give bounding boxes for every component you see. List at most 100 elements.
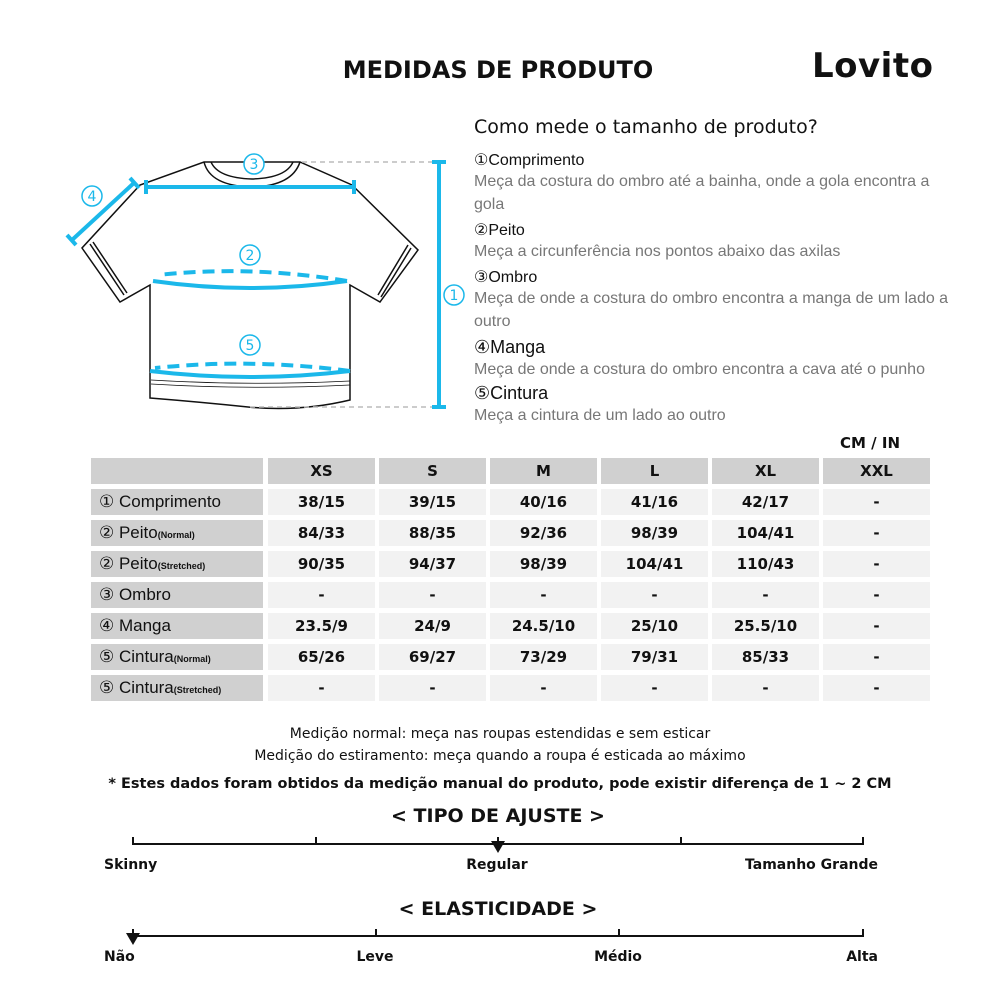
scale-label: Tamanho Grande <box>745 857 878 873</box>
table-cell: - <box>823 644 930 670</box>
scale-label: Skinny <box>104 857 158 873</box>
table-cell: 25/10 <box>601 613 708 639</box>
table-cell: 88/35 <box>379 520 486 546</box>
row-label-qualifier: (Stretched) <box>157 561 206 571</box>
guide-label: ④Manga <box>474 337 546 357</box>
row-label-text: ② Peito <box>99 554 158 573</box>
table-cell: - <box>823 489 930 515</box>
row-label: ③ Ombro <box>91 582 263 608</box>
table-cell: 94/37 <box>379 551 486 577</box>
table-cell: - <box>601 675 708 701</box>
guide-item: ⑤Cintura Meça a cintura de um lado ao out… <box>474 383 974 427</box>
scale-tick <box>862 837 864 845</box>
note-stretched: Medição do estiramento: meça quando a ro… <box>254 748 746 764</box>
table-cell: - <box>379 582 486 608</box>
table-cell: - <box>823 675 930 701</box>
scale-tick <box>375 929 377 937</box>
table-cell: - <box>712 582 819 608</box>
selected-marker-icon <box>126 933 140 945</box>
scale-label: Não <box>104 949 135 965</box>
size-header: M <box>490 458 597 484</box>
table-cell: 90/35 <box>268 551 375 577</box>
table-cell: 41/16 <box>601 489 708 515</box>
table-cell: - <box>268 582 375 608</box>
guide-item: ③Ombro Meça de onde a costura do ombro en… <box>474 267 974 333</box>
table-cell: - <box>268 675 375 701</box>
note-disclaimer: * Estes dados foram obtidos da medição m… <box>108 776 892 792</box>
table-cell: 40/16 <box>490 489 597 515</box>
table-cell: 79/31 <box>601 644 708 670</box>
row-label: ① Comprimento <box>91 489 263 515</box>
size-header: XXL <box>823 458 930 484</box>
size-header: L <box>601 458 708 484</box>
table-cell: 39/15 <box>379 489 486 515</box>
table-cell: 98/39 <box>490 551 597 577</box>
scale-label: Leve <box>356 949 394 965</box>
table-cell: 24/9 <box>379 613 486 639</box>
svg-text:1: 1 <box>450 288 459 304</box>
svg-text:3: 3 <box>250 157 259 173</box>
size-header: XL <box>712 458 819 484</box>
table-cell: - <box>601 582 708 608</box>
unit-label: CM / IN <box>840 434 900 452</box>
table-cell: 84/33 <box>268 520 375 546</box>
table-cell: 98/39 <box>601 520 708 546</box>
row-label: ④ Manga <box>91 613 263 639</box>
guide-label: ①Comprimento <box>474 152 585 169</box>
guide-label: ③Ombro <box>474 269 538 286</box>
guide-desc: Meça da costura do ombro até a bainha, o… <box>474 173 930 213</box>
scale-line <box>132 935 863 937</box>
row-label: ⑤ Cintura(Stretched) <box>91 675 263 701</box>
scale-tick <box>680 837 682 845</box>
page-title: MEDIDAS DE PRODUTO <box>342 56 654 84</box>
note-normal: Medição normal: meça nas roupas estendid… <box>289 726 711 742</box>
guide-desc: Meça de onde a costura do ombro encontra… <box>474 361 925 378</box>
row-label-qualifier: (Stretched) <box>173 685 222 695</box>
row-label: ② Peito(Stretched) <box>91 551 263 577</box>
table-cell: 104/41 <box>601 551 708 577</box>
row-label-qualifier: (Normal) <box>173 654 211 664</box>
row-label-text: ⑤ Cintura <box>99 647 174 666</box>
scale-label: Regular <box>466 857 528 873</box>
table-cell: 42/17 <box>712 489 819 515</box>
table-cell: - <box>823 551 930 577</box>
row-label-text: ② Peito <box>99 523 158 542</box>
table-cell: 110/43 <box>712 551 819 577</box>
row-label-qualifier: (Normal) <box>157 530 195 540</box>
guide-desc: Meça de onde a costura do ombro encontra… <box>474 290 949 330</box>
size-header: S <box>379 458 486 484</box>
row-label-text: ③ Ombro <box>99 585 171 604</box>
svg-text:5: 5 <box>246 338 255 354</box>
table-cell: - <box>823 582 930 608</box>
row-label-text: ④ Manga <box>99 616 171 635</box>
table-cell: 69/27 <box>379 644 486 670</box>
guide-desc: Meça a circunferência nos pontos abaixo … <box>474 243 841 260</box>
row-label-text: ⑤ Cintura <box>99 678 174 697</box>
table-cell: 23.5/9 <box>268 613 375 639</box>
table-cell: - <box>490 582 597 608</box>
guide-label: ⑤Cintura <box>474 383 549 403</box>
guide-item: ①Comprimento Meça da costura do ombro até… <box>474 150 974 216</box>
table-cell: 24.5/10 <box>490 613 597 639</box>
guide-heading: Como mede o tamanho de produto? <box>474 116 818 138</box>
fit-title: < TIPO DE AJUSTE > <box>391 805 605 827</box>
table-cell: 25.5/10 <box>712 613 819 639</box>
brand-logo: Lovito <box>812 46 934 86</box>
size-header: XS <box>268 458 375 484</box>
table-cell: 92/36 <box>490 520 597 546</box>
scale-tick <box>862 929 864 937</box>
guide-label: ②Peito <box>474 222 525 239</box>
table-cell: 65/26 <box>268 644 375 670</box>
row-label-text: ① Comprimento <box>99 492 221 511</box>
table-cell: - <box>823 613 930 639</box>
table-cell: 38/15 <box>268 489 375 515</box>
table-cell: - <box>379 675 486 701</box>
table-cell: 73/29 <box>490 644 597 670</box>
table-cell: 85/33 <box>712 644 819 670</box>
guide-item: ②Peito Meça a circunferência nos pontos a… <box>474 220 974 263</box>
guide-desc: Meça a cintura de um lado ao outro <box>474 407 726 424</box>
table-cell: - <box>823 520 930 546</box>
table-header-corner <box>91 458 263 484</box>
guide-item: ④Manga Meça de onde a costura do ombro en… <box>474 337 974 381</box>
